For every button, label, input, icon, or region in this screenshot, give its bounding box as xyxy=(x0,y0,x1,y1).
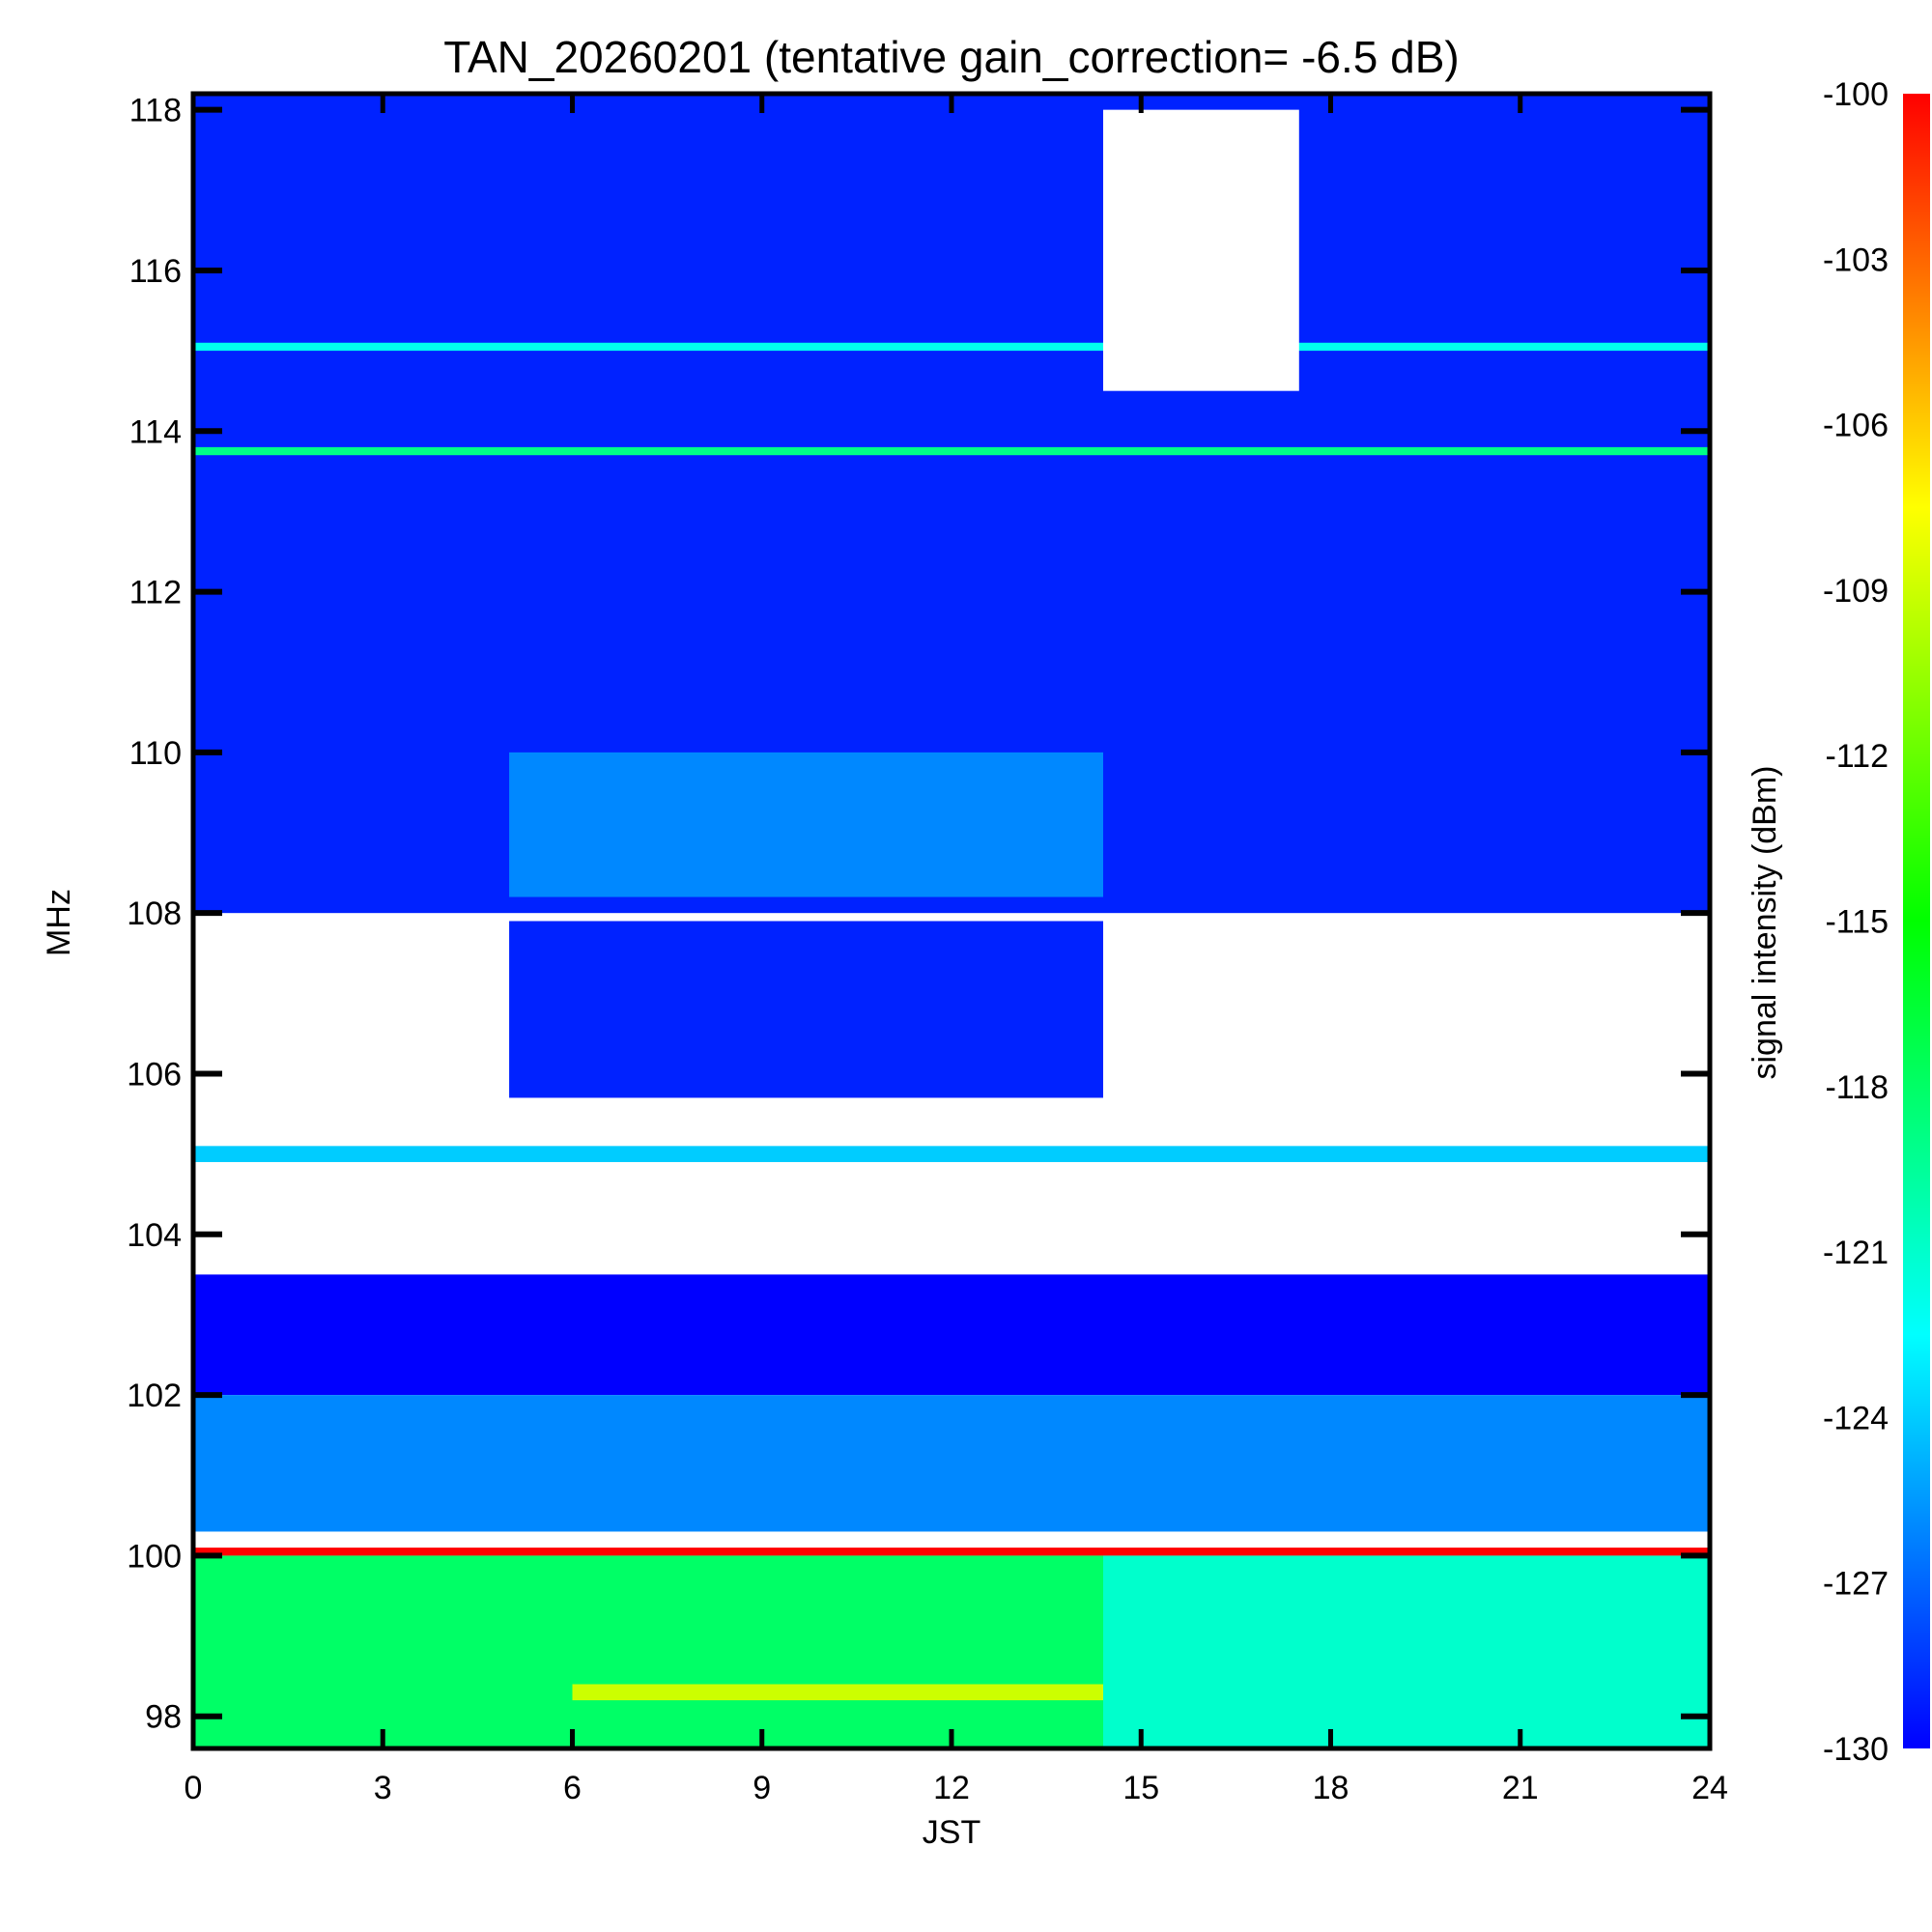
heatmap-region xyxy=(193,1146,1710,1162)
x-tick-label: 6 xyxy=(563,1770,582,1806)
heatmap-region xyxy=(193,1555,1103,1748)
colorbar-tick-label: -115 xyxy=(1825,904,1889,941)
heatmap-region xyxy=(509,752,1103,897)
y-tick-label: 100 xyxy=(127,1538,182,1575)
colorbar-tick-label: -127 xyxy=(1823,1566,1889,1603)
x-tick-label: 12 xyxy=(933,1770,970,1806)
y-tick-label: 112 xyxy=(129,575,182,611)
colorbar-tick-label: -106 xyxy=(1823,408,1889,444)
colorbar-tick-label: -124 xyxy=(1823,1400,1889,1436)
colorbar-tick-label: -112 xyxy=(1825,738,1889,775)
y-tick-label: 110 xyxy=(129,735,182,772)
y-tick-label: 104 xyxy=(127,1217,182,1254)
y-axis-label: MHz xyxy=(41,889,77,956)
x-axis-label: JST xyxy=(923,1814,980,1851)
plot-area xyxy=(193,94,1710,1748)
colorbar-label: signal intensity (dBm) xyxy=(1747,765,1783,1079)
colorbar-tick-label: -130 xyxy=(1823,1731,1889,1768)
y-tick-label: 116 xyxy=(129,253,182,290)
x-tick-label: 18 xyxy=(1313,1770,1350,1806)
y-tick-label: 106 xyxy=(127,1056,182,1093)
heatmap-region xyxy=(193,342,1710,352)
colorbar-tick-label: -100 xyxy=(1823,76,1889,113)
y-axis-ticks: 98 100 102 104 106 108 110 112 114 116 118 xyxy=(127,93,1710,1736)
heatmap-region xyxy=(509,921,1103,1098)
x-axis-ticks: 0 3 6 9 12 15 18 21 24 xyxy=(185,94,1728,1806)
chart-title: TAN_20260201 (tentative gain_correction=… xyxy=(443,32,1459,82)
colorbar xyxy=(1903,94,1930,1748)
heatmap-region xyxy=(1103,1555,1710,1748)
x-tick-label: 3 xyxy=(374,1770,392,1806)
x-tick-label: 9 xyxy=(753,1770,771,1806)
colorbar-tick-label: -118 xyxy=(1825,1069,1889,1106)
y-tick-label: 114 xyxy=(129,413,182,450)
heatmap-region xyxy=(193,1548,1710,1556)
colorbar-tick-label: -109 xyxy=(1823,573,1889,610)
colorbar-tick-label: -103 xyxy=(1823,242,1889,278)
colorbar-tick-label: -121 xyxy=(1823,1235,1889,1271)
heatmap-region xyxy=(572,1684,1103,1701)
heatmap-region xyxy=(193,1274,1710,1396)
x-tick-label: 15 xyxy=(1122,1770,1159,1806)
y-tick-label: 98 xyxy=(145,1699,182,1736)
heatmap-region xyxy=(193,1395,1710,1532)
y-tick-label: 102 xyxy=(127,1378,182,1414)
x-tick-label: 21 xyxy=(1502,1770,1539,1806)
heatmap-region xyxy=(193,446,1710,456)
x-tick-label: 0 xyxy=(185,1770,203,1806)
colorbar-ticks: -100 -103 -106 -109 -112 -115 -118 -121 -124 -127… xyxy=(1823,76,1889,1768)
heatmap-region xyxy=(1103,109,1299,391)
y-tick-label: 108 xyxy=(127,895,182,932)
y-tick-label: 118 xyxy=(129,93,182,129)
x-tick-label: 24 xyxy=(1691,1770,1728,1806)
